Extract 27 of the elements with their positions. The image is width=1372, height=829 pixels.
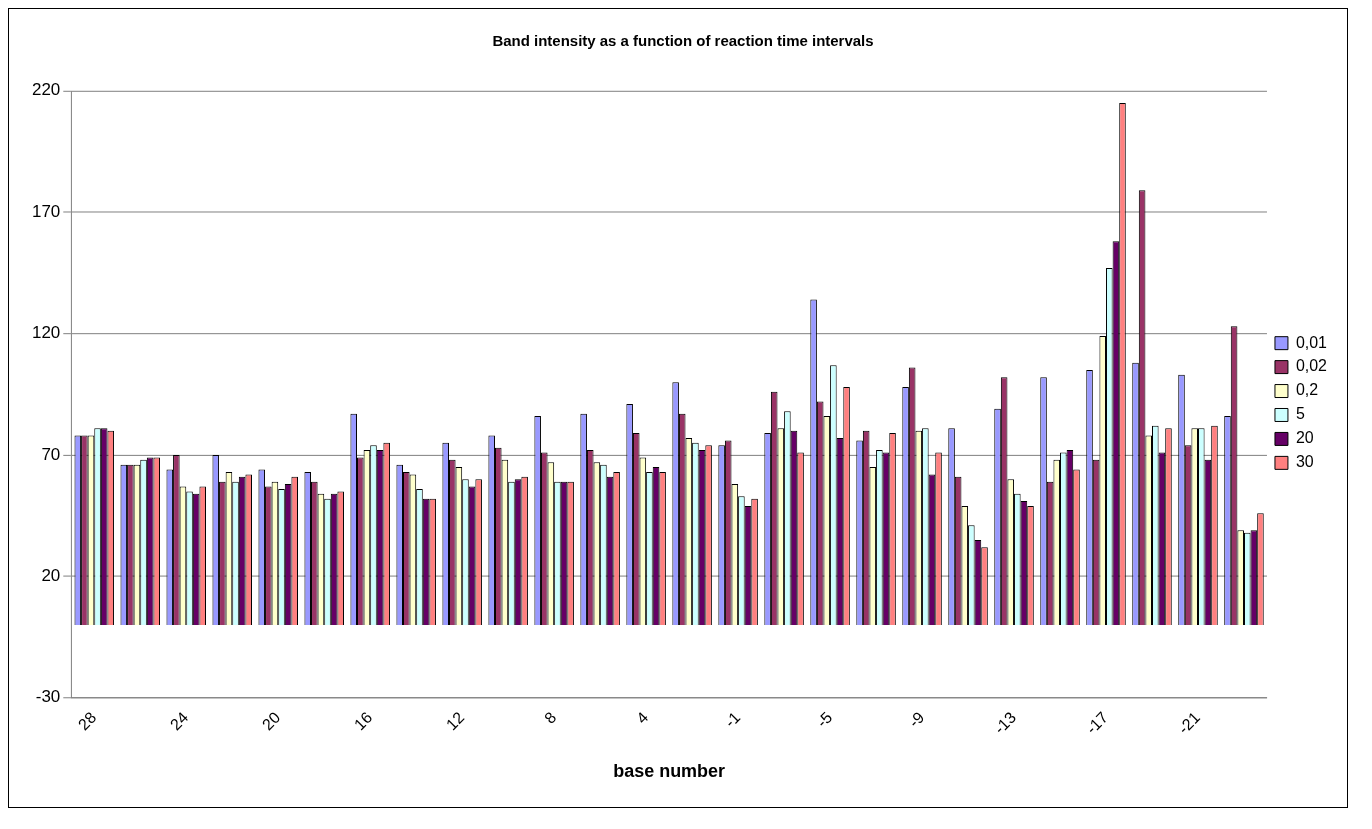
x-tick-label: 4 (633, 708, 652, 727)
y-tick-label: -30 (35, 687, 61, 707)
x-tick-label: 8 (541, 708, 560, 727)
x-tick-label: -17 (1082, 708, 1112, 738)
x-tick-label: 24 (166, 708, 192, 734)
legend-label: 30 (1295, 453, 1314, 471)
x-tick-label: 20 (258, 708, 284, 734)
y-tick-label: 70 (41, 444, 61, 464)
y-tick-label: 220 (31, 80, 61, 100)
legend-label: 20 (1295, 429, 1314, 447)
x-tick-label: 28 (74, 708, 100, 734)
x-tick-label: 16 (350, 708, 376, 734)
x-tick-label: -5 (813, 708, 836, 731)
legend-label: 5 (1295, 405, 1305, 423)
x-tick-label: -21 (1174, 708, 1204, 738)
x-tick-label: 12 (442, 708, 468, 734)
x-tick-label: -1 (721, 708, 744, 731)
x-axis-title: base number (613, 761, 726, 782)
legend-label: 0,2 (1295, 381, 1319, 399)
y-tick-label: 120 (31, 323, 61, 343)
x-tick-label: -13 (990, 708, 1020, 738)
y-tick-label: 20 (41, 566, 61, 586)
chart-title: Band intensity as a function of reaction time intervals (492, 32, 874, 50)
legend-label: 0,01 (1295, 333, 1328, 351)
x-tick-label: -9 (905, 708, 928, 731)
y-tick-label: 170 (31, 201, 61, 221)
legend-label: 0,02 (1295, 357, 1328, 375)
